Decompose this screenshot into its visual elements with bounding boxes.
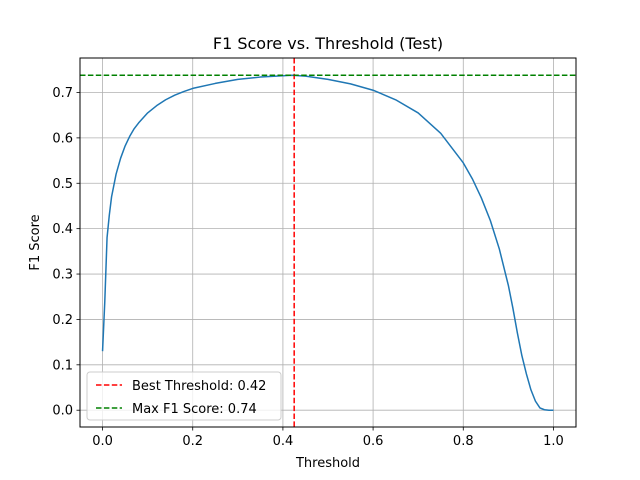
y-tick-label: 0.3: [52, 268, 73, 283]
y-tick-label: 0.4: [52, 222, 73, 237]
f1-curve-line: [101, 74, 554, 411]
x-tick-label: 0.8: [453, 434, 474, 449]
x-tick-label: 0.0: [92, 434, 113, 449]
legend-label-best-threshold: Best Threshold: 0.42: [132, 379, 266, 394]
plot-data: [80, 58, 576, 427]
legend: Best Threshold: 0.42 Max F1 Score: 0.74: [86, 371, 282, 421]
plot-frame: [79, 57, 577, 428]
y-tick-label: 0.2: [52, 313, 73, 328]
x-tick-label: 0.4: [273, 434, 294, 449]
y-tick-label: 0.0: [52, 404, 73, 419]
chart-title: F1 Score vs. Threshold (Test): [213, 34, 443, 53]
legend-label-max-f1: Max F1 Score: 0.74: [132, 402, 257, 417]
legend-frame: [86, 371, 282, 421]
x-tick-label: 0.2: [182, 434, 203, 449]
axis-ticks: 0.0 0.2 0.4 0.6 0.8 1.0 0.0 0.1 0.2 0.3 0.4 0.5 0.6 0…: [52, 86, 563, 449]
y-tick-label: 0.6: [52, 131, 73, 146]
y-tick-label: 0.5: [52, 177, 73, 192]
y-tick-label: 0.7: [52, 86, 73, 101]
y-tick-label: 0.1: [52, 358, 73, 373]
y-axis-title: F1 Score: [28, 214, 43, 270]
x-tick-label: 1.0: [543, 434, 564, 449]
x-tick-label: 0.6: [363, 434, 384, 449]
x-axis-title: Threshold: [295, 456, 360, 471]
